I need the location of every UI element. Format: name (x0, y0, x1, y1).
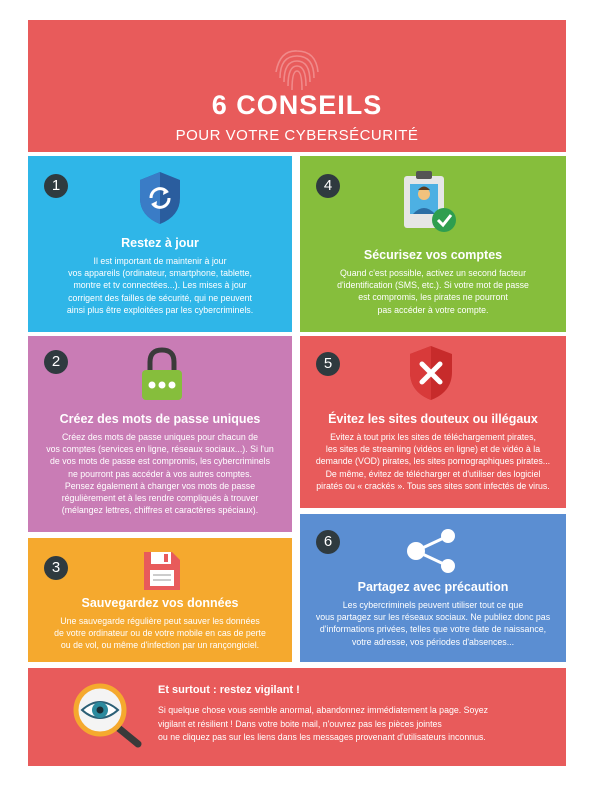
tip-card-4: 4 Sécurisez vos comptes Quand c'est poss… (300, 156, 566, 332)
tip-card-1: 1 Restez à jour Il est important de main… (28, 156, 292, 332)
footer-text: Si quelque chose vous semble anormal, ab… (158, 705, 489, 742)
tip-title: Sécurisez vos comptes (363, 248, 503, 262)
shield-cross-icon (410, 346, 452, 400)
tip-card-3: 3 Sauvegardez vos données Une sauvegarde… (28, 538, 292, 662)
tip-card-5: 5 Évitez les sites douteux ou illégaux E… (300, 336, 566, 508)
share-icon (407, 529, 455, 573)
tip-number: 4 (316, 174, 340, 198)
tip-text: Quand c'est possible, activez un second … (337, 268, 529, 315)
tip-text: Une sauvegarde régulière peut sauver les… (54, 616, 266, 651)
tip-card-6: 6 Partagez avec précaution Les cybercrim… (300, 514, 566, 662)
tip-card-2: 2 Créez des mots de passe uniques Créez … (28, 336, 292, 532)
fingerprint-icon (275, 50, 319, 91)
id-badge-check-icon (404, 171, 456, 232)
tip-title: Évitez les sites douteux ou illégaux (328, 412, 538, 426)
tip-text: Evitez à tout prix les sites de téléchar… (315, 432, 551, 491)
header-banner: 6 CONSEILS POUR VOTRE CYBERSÉCURITÉ (28, 20, 566, 152)
tip-title: Restez à jour (121, 236, 199, 250)
magnifier-eye-icon (73, 683, 142, 748)
shield-refresh-icon (140, 172, 180, 224)
tip-title: Sauvegardez vos données (81, 596, 239, 610)
page-subtitle: POUR VOTRE CYBERSÉCURITÉ (175, 127, 419, 144)
footer-title: Et surtout : restez vigilant ! (158, 684, 300, 696)
tip-number: 2 (44, 350, 68, 374)
tip-text: Les cybercriminels peuvent utiliser tout… (315, 600, 551, 647)
tip-title: Créez des mots de passe uniques (59, 412, 261, 426)
page-title: 6 CONSEILS (211, 90, 383, 120)
tip-number: 1 (44, 174, 68, 198)
tip-text: Créez des mots de passe uniques pour cha… (46, 432, 274, 516)
floppy-disk-icon (144, 552, 180, 590)
tip-text: Il est important de maintenir à jour vos … (66, 256, 254, 315)
tip-number: 5 (316, 352, 340, 376)
footer-banner: Et surtout : restez vigilant ! Si quelqu… (28, 668, 566, 766)
tip-number: 6 (316, 530, 340, 554)
tip-title: Partagez avec précaution (357, 580, 509, 594)
tip-number: 3 (44, 556, 68, 580)
padlock-icon (142, 347, 182, 400)
